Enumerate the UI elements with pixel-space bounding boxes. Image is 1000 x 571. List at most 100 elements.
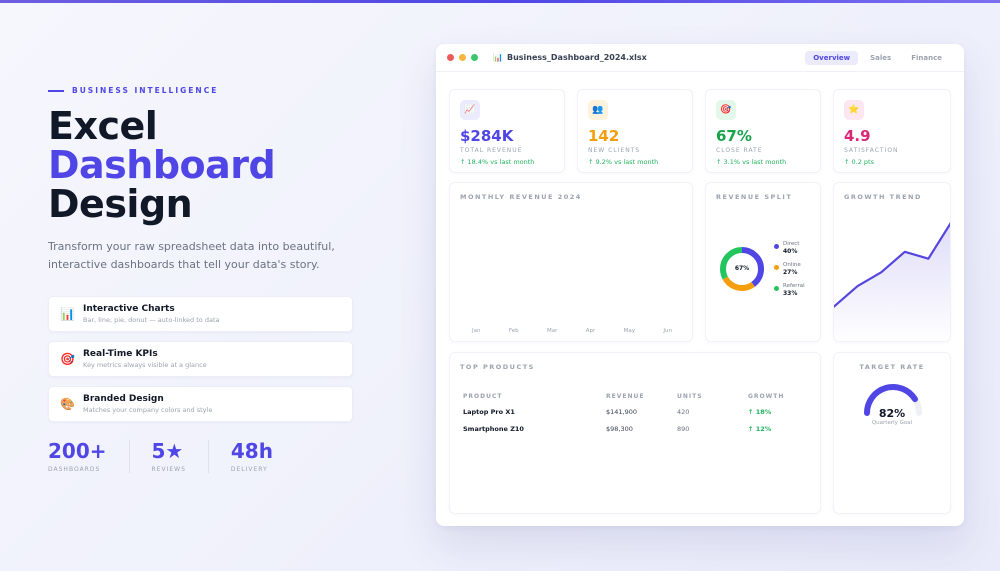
eyebrow-text: BUSINESS INTELLIGENCE — [72, 86, 219, 95]
month-label: Apr — [585, 328, 596, 334]
monthly-revenue-panel: MONTHLY REVENUE 2024 Jan Feb Mar Apr May… — [449, 182, 693, 342]
cell-revenue: $141,900 — [606, 407, 638, 416]
close-window-button[interactable] — [447, 54, 454, 61]
donut-segment-referral[interactable] — [720, 247, 764, 291]
feature-title: Interactive Charts — [83, 304, 175, 314]
donut-segment-online[interactable] — [720, 247, 764, 291]
kpi-card-total-revenue[interactable]: 📈 $284K TOTAL REVENUE ↑ 18.4% vs last mo… — [449, 89, 565, 173]
legend-percent: 40% — [783, 248, 798, 255]
stat-dashboards: 200+ DASHBOARDS — [48, 440, 129, 473]
legend-dot — [774, 286, 779, 291]
cell-growth: ↑ 12% — [748, 424, 772, 433]
kpi-trend: ↑ 3.1% vs last month — [716, 158, 787, 166]
feature-description: Matches your company colors and style — [83, 406, 213, 414]
donut-chart[interactable]: 67% — [718, 245, 766, 293]
target-gauge[interactable] — [834, 379, 952, 439]
legend-name: Online — [783, 262, 801, 268]
tab-finance[interactable]: Finance — [911, 53, 942, 62]
stat-reviews: 5★ REVIEWS — [128, 439, 208, 473]
tab-overview[interactable]: Overview — [805, 50, 859, 65]
stat-value: 5★ — [151, 439, 184, 463]
feature-card-branded-design[interactable]: 🎨 Branded Design Matches your company co… — [48, 386, 353, 422]
stat-label: DELIVERY — [230, 466, 268, 473]
column-header-revenue[interactable]: REVENUE — [606, 392, 645, 400]
hero-section: BUSINESS INTELLIGENCE Excel Dashboard De… — [48, 86, 368, 473]
table-row[interactable]: Laptop Pro X1 $141,900 420 ↑ 18% — [463, 403, 808, 420]
growth-trend-panel: GROWTH TREND — [833, 182, 951, 342]
kpi-card-new-clients[interactable]: 👥 142 NEW CLIENTS ↑ 9.2% vs last month — [577, 89, 693, 173]
growth-trend-chart[interactable] — [834, 183, 951, 342]
eyebrow-line — [48, 89, 64, 92]
legend-item-referral: Referral 33% — [774, 283, 805, 298]
title-line-excel: Excel — [48, 104, 158, 148]
kpi-label: SATISFACTION — [844, 147, 899, 154]
donut-legend: Direct 40% Online 27% Referral 33% — [774, 241, 805, 298]
kpi-value: 67% — [716, 127, 752, 145]
top-products-table: PRODUCT REVENUE UNITS GROWTH Laptop Pro … — [463, 389, 808, 437]
stat-value: 200+ — [48, 439, 107, 463]
legend-name: Referral — [783, 283, 805, 289]
kpi-value: 4.9 — [844, 127, 871, 145]
column-header-growth[interactable]: GROWTH — [748, 392, 785, 400]
kpi-card-satisfaction[interactable]: ⭐ 4.9 SATISFACTION ↑ 0.2 pts — [833, 89, 951, 173]
cell-revenue: $98,300 — [606, 424, 633, 433]
feature-card-real-time-kpis[interactable]: 🎯 Real-Time KPIs Key metrics always visi… — [48, 341, 353, 377]
kpi-label: NEW CLIENTS — [588, 147, 641, 154]
feature-card-interactive-charts[interactable]: 📊 Interactive Charts Bar, line, pie, don… — [48, 296, 353, 332]
palette-icon: 🎨 — [60, 397, 75, 411]
cell-product: Laptop Pro X1 — [463, 407, 515, 416]
file-name: Business_Dashboard_2024.xlsx — [506, 53, 647, 62]
panel-title: REVENUE SPLIT — [716, 193, 793, 201]
window-titlebar: 📊 Business_Dashboard_2024.xlsx Overview … — [436, 44, 964, 72]
feature-title: Real-Time KPIs — [83, 349, 158, 359]
star-icon: ⭐ — [844, 100, 864, 120]
month-label: Jan — [472, 328, 481, 334]
donut-center-value: 67% — [734, 265, 750, 272]
legend-item-online: Online 27% — [774, 262, 805, 277]
table-row[interactable]: Smartphone Z10 $98,300 890 ↑ 12% — [463, 420, 808, 437]
kpi-label: TOTAL REVENUE — [460, 147, 523, 154]
target-icon: 🎯 — [716, 100, 736, 120]
page-title: Excel Dashboard Design — [48, 107, 368, 224]
minimize-window-button[interactable] — [459, 54, 466, 61]
kpi-card-close-rate[interactable]: 🎯 67% CLOSE RATE ↑ 3.1% vs last month — [705, 89, 821, 173]
panel-title: TARGET RATE — [859, 363, 925, 371]
month-label: Mar — [546, 328, 558, 334]
donut-svg — [720, 247, 764, 291]
stats-row: 200+ DASHBOARDS 5★ REVIEWS 48h DELIVERY — [48, 440, 368, 473]
table-header-row: PRODUCT REVENUE UNITS GROWTH — [463, 389, 808, 403]
column-header-product[interactable]: PRODUCT — [463, 392, 503, 400]
kpi-value: 142 — [588, 127, 620, 145]
cell-product: Smartphone Z10 — [463, 424, 524, 433]
kpi-label: CLOSE RATE — [716, 147, 763, 154]
feature-description: Key metrics always visible at a glance — [83, 361, 207, 369]
tab-sales[interactable]: Sales — [870, 53, 892, 62]
trend-line — [834, 222, 950, 308]
legend-percent: 27% — [783, 269, 798, 276]
legend-name: Direct — [783, 241, 800, 247]
cell-growth: ↑ 18% — [748, 407, 772, 416]
title-line-dashboard: Dashboard — [48, 143, 276, 187]
month-axis: Jan Feb Mar Apr May Jun — [472, 328, 672, 334]
stat-delivery: 48h DELIVERY — [207, 439, 295, 473]
gauge-fill — [864, 384, 918, 416]
gauge-value: 82% — [878, 407, 906, 420]
maximize-window-button[interactable] — [471, 54, 478, 61]
panel-title: GROWTH TREND — [844, 193, 922, 201]
month-label: May — [623, 328, 636, 334]
legend-dot — [774, 265, 779, 270]
legend-percent: 33% — [783, 290, 798, 297]
bar-chart-icon: 📊 — [60, 307, 75, 321]
legend-item-direct: Direct 40% — [774, 241, 805, 256]
stat-value: 48h — [230, 439, 273, 463]
target-rate-panel: TARGET RATE 82% Quarterly Goal — [833, 352, 951, 514]
kpi-value: $284K — [460, 127, 514, 145]
people-icon: 👥 — [588, 100, 608, 120]
target-icon: 🎯 — [60, 352, 75, 366]
trend-up-icon: 📈 — [460, 100, 480, 120]
cell-units: 890 — [677, 424, 690, 433]
column-header-units[interactable]: UNITS — [677, 392, 703, 400]
eyebrow: BUSINESS INTELLIGENCE — [48, 86, 368, 95]
view-tabs: Overview Sales Finance — [805, 50, 950, 65]
dashboard-window: 📊 Business_Dashboard_2024.xlsx Overview … — [436, 44, 964, 526]
